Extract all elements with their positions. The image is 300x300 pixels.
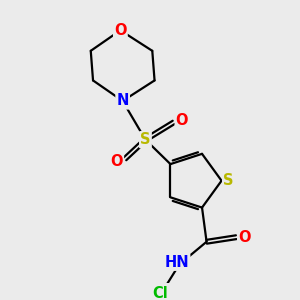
Text: N: N — [116, 94, 129, 109]
Text: O: O — [110, 154, 123, 169]
Text: S: S — [140, 132, 151, 147]
Text: O: O — [238, 230, 251, 245]
Text: O: O — [176, 112, 188, 128]
Text: S: S — [223, 173, 234, 188]
Text: Cl: Cl — [152, 286, 168, 300]
Text: HN: HN — [165, 255, 189, 270]
Text: O: O — [114, 23, 127, 38]
